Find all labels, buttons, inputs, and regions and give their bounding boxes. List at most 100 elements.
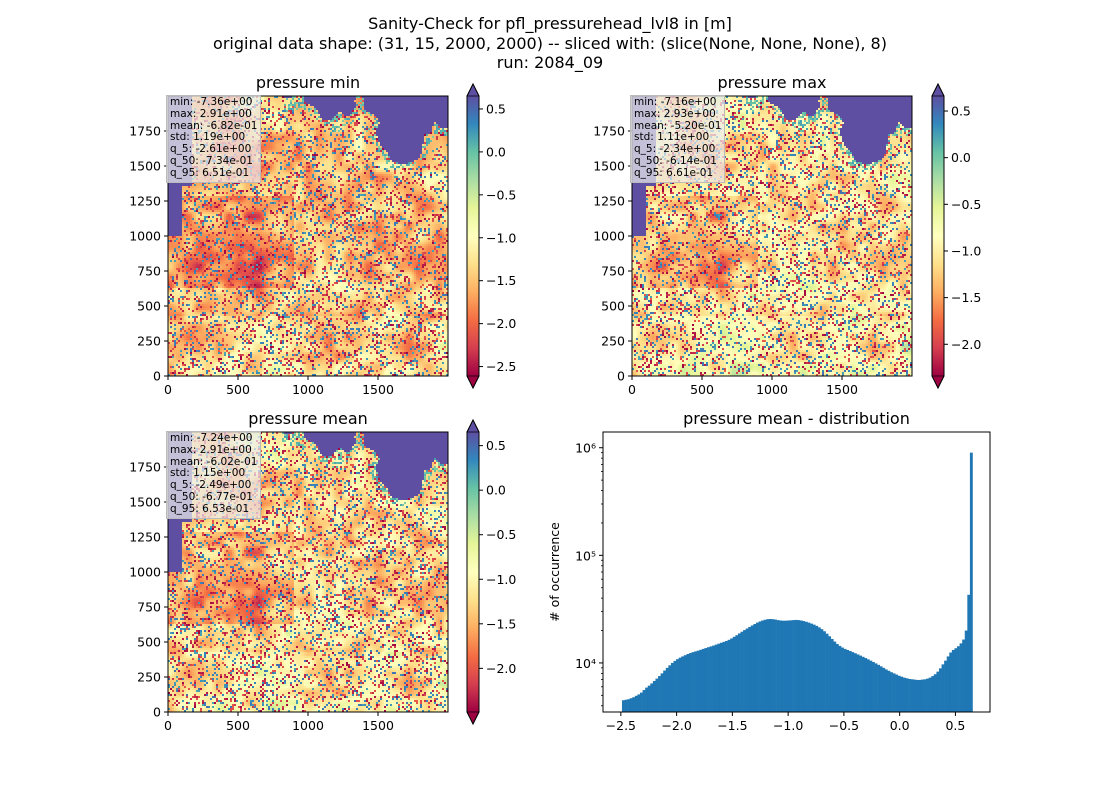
stats-line: q_95: 6.53e-01 bbox=[170, 502, 250, 515]
histogram-bar bbox=[825, 633, 829, 712]
histogram-bar bbox=[951, 649, 955, 712]
stats-line: q_50: -6.14e-01 bbox=[634, 154, 717, 167]
stats-line: q_95: 6.51e-01 bbox=[170, 166, 250, 179]
x-tick-label: −1.5 bbox=[717, 718, 747, 733]
x-tick-label: 0.0 bbox=[890, 718, 910, 733]
histogram-bar bbox=[882, 667, 886, 712]
colorbar-tick-label: −1.5 bbox=[486, 616, 516, 631]
stats-line: q_50: -7.34e-01 bbox=[170, 154, 253, 167]
histogram-bar bbox=[915, 679, 919, 712]
y-tick-label: 500 bbox=[601, 299, 625, 314]
x-tick-label: 500 bbox=[226, 718, 250, 733]
histogram-bar bbox=[732, 636, 736, 712]
histogram-bar bbox=[683, 655, 687, 712]
stats-box: min: -7.24e+00 max: 2.91e+00 mean: -6.02e-… bbox=[166, 431, 262, 519]
histogram-bar bbox=[822, 631, 826, 712]
histogram-bar bbox=[709, 646, 713, 712]
histogram-bar bbox=[634, 695, 638, 712]
histogram-bar bbox=[768, 619, 772, 712]
colorbar-gradient bbox=[932, 96, 944, 376]
colorbar: 0.5 0.0 −0.5 −1.0 −1.5 −2.0 bbox=[466, 418, 516, 726]
histogram-bar bbox=[887, 670, 891, 712]
colorbar-tick-label: 0.0 bbox=[486, 144, 506, 159]
histogram-bar bbox=[678, 657, 682, 712]
y-tick-label: 0 bbox=[153, 369, 161, 384]
histogram-bar bbox=[820, 629, 824, 712]
y-tick-label: 1500 bbox=[129, 495, 161, 510]
colorbar-frame bbox=[931, 82, 945, 390]
histogram-bar bbox=[699, 649, 703, 712]
stats-line: q_50: -6.77e-01 bbox=[170, 490, 253, 503]
histogram-bar bbox=[920, 679, 924, 712]
stats-line: min: -7.16e+00 bbox=[634, 96, 717, 108]
y-tick-label: 250 bbox=[137, 334, 161, 349]
histogram-bar bbox=[923, 679, 927, 712]
histogram-bar bbox=[957, 646, 960, 712]
stats-line: max: 2.91e+00 bbox=[170, 443, 252, 456]
suptitle-line-1: Sanity-Check for pfl_pressurehead_lvl8 i… bbox=[368, 14, 732, 33]
colorbar-tick-label: −1.0 bbox=[486, 572, 516, 587]
colorbar-tick-label: −2.5 bbox=[486, 359, 516, 374]
panel-title: pressure min bbox=[256, 73, 360, 92]
histogram-bar bbox=[629, 698, 633, 712]
histogram-bar bbox=[941, 664, 945, 712]
colorbar-extend-max bbox=[931, 83, 945, 97]
y-tick-label: 750 bbox=[137, 600, 161, 615]
histogram-bar bbox=[969, 452, 973, 712]
colorbar-extend-max bbox=[466, 419, 480, 433]
histogram-bar bbox=[890, 672, 893, 712]
histogram-bar bbox=[877, 664, 881, 712]
histogram-bar bbox=[676, 659, 679, 712]
histogram-bar bbox=[794, 619, 798, 712]
y-tick-label: 1000 bbox=[129, 565, 161, 580]
histogram-bar bbox=[933, 674, 937, 712]
histogram-bar bbox=[843, 648, 847, 712]
stats-line: q_5: -2.49e+00 bbox=[170, 479, 252, 492]
histogram-bar bbox=[874, 663, 878, 712]
histogram-bar bbox=[949, 652, 953, 712]
histogram-bar bbox=[707, 647, 710, 712]
x-tick-label: 1500 bbox=[362, 382, 394, 397]
x-tick-label: 0 bbox=[628, 382, 636, 397]
x-tick-label: −2.5 bbox=[606, 718, 636, 733]
histogram-bar bbox=[910, 679, 914, 712]
histogram-bar bbox=[967, 594, 971, 712]
stats-line: max: 2.91e+00 bbox=[170, 107, 252, 120]
y-tick-label: 750 bbox=[601, 264, 625, 279]
histogram-bar bbox=[763, 619, 767, 712]
histogram-bar bbox=[668, 665, 672, 712]
colorbar-tick-label: −1.5 bbox=[951, 290, 981, 305]
colorbar-extend-max bbox=[466, 83, 480, 97]
colorbar-tick-label: 0.5 bbox=[951, 104, 971, 119]
y-tick-label: 500 bbox=[137, 299, 161, 314]
colorbar: 0.5 0.0 −0.5 −1.0 −1.5 −2.0 bbox=[931, 82, 981, 390]
histogram-bar bbox=[727, 639, 731, 712]
histogram-bar bbox=[673, 660, 677, 712]
y-tick-label: 500 bbox=[137, 635, 161, 650]
histogram-bar bbox=[722, 641, 726, 712]
histogram-bar bbox=[962, 639, 966, 712]
histogram-bar bbox=[652, 680, 656, 712]
y-tick-label: 1500 bbox=[129, 159, 161, 174]
x-tick-label: 1500 bbox=[826, 382, 858, 397]
histogram-bar bbox=[650, 683, 654, 712]
x-tick-label: −2.0 bbox=[661, 718, 691, 733]
histogram-bar bbox=[725, 640, 728, 712]
suptitle-line-3: run: 2084_09 bbox=[496, 53, 604, 72]
histogram-bar bbox=[938, 668, 942, 712]
suptitle-line-2: original data shape: (31, 15, 2000, 2000… bbox=[213, 33, 887, 53]
histogram-bar bbox=[774, 619, 777, 712]
histogram-bar bbox=[786, 620, 790, 712]
histogram-bar bbox=[841, 647, 844, 712]
y-tick-label: 750 bbox=[137, 264, 161, 279]
histogram-bar bbox=[670, 662, 674, 712]
stats-line: q_5: -2.61e+00 bbox=[170, 143, 252, 156]
histogram-bar bbox=[846, 649, 850, 712]
histogram-bar bbox=[954, 648, 958, 712]
colorbar: 0.5 0.0 −0.5 −1.0 −1.5 −2.0 −2.5 bbox=[466, 82, 516, 390]
x-tick-label: 1000 bbox=[756, 382, 788, 397]
colorbar-tick-label: −2.0 bbox=[951, 337, 981, 352]
histogram-bar bbox=[714, 644, 718, 712]
x-tick-label: 0 bbox=[164, 718, 172, 733]
y-tick-label: 250 bbox=[601, 334, 625, 349]
